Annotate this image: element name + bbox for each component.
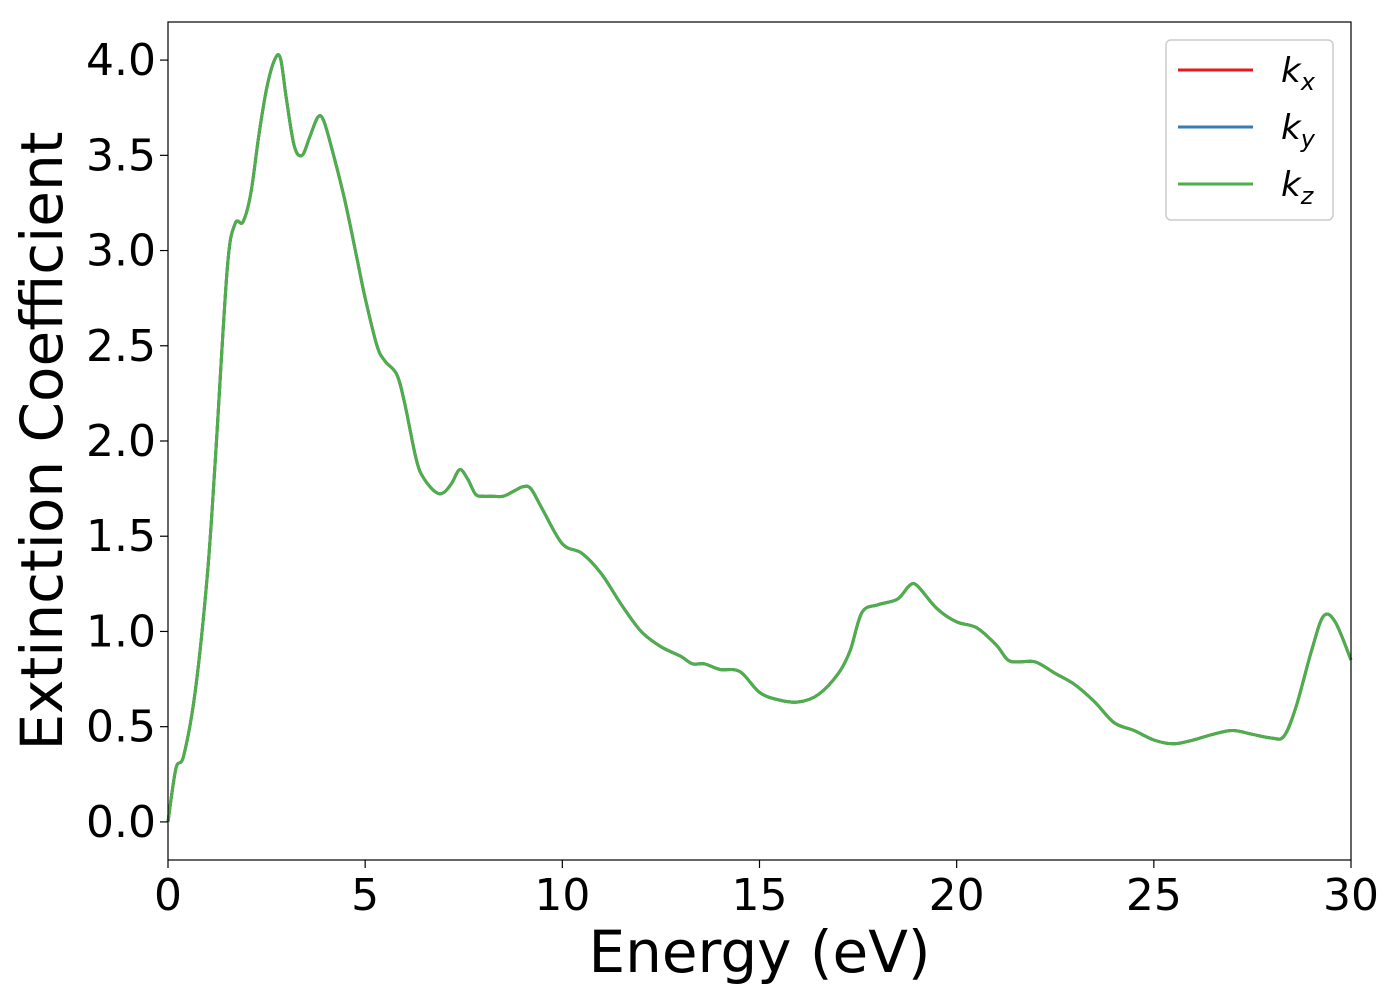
legend-box bbox=[1165, 39, 1334, 221]
x-axis-title: Energy (eV) bbox=[588, 918, 930, 986]
y-tick-label: 2.0 bbox=[86, 416, 156, 467]
legend-label-ky: ky bbox=[1281, 108, 1316, 153]
y-tick-label: 4.0 bbox=[86, 35, 156, 86]
y-tick-label: 0.5 bbox=[86, 702, 156, 753]
y-tick-label: 3.0 bbox=[86, 226, 156, 277]
x-tick-label: 15 bbox=[732, 870, 788, 921]
series-line-kz bbox=[166, 53, 1353, 823]
legend-label-kx: kx bbox=[1281, 51, 1316, 96]
x-tick-label: 10 bbox=[534, 870, 590, 921]
y-tick-label: 0.0 bbox=[86, 797, 156, 848]
legend-label-kz: kz bbox=[1281, 165, 1315, 210]
x-tick-label: 0 bbox=[154, 870, 182, 921]
y-axis-title: Extinction Coefficient bbox=[8, 132, 76, 751]
x-tick-label: 25 bbox=[1126, 870, 1182, 921]
x-axis-ticks: 0 5 10 15 20 25 30 bbox=[154, 860, 1379, 921]
plot-lines bbox=[166, 53, 1353, 823]
y-tick-label: 2.5 bbox=[86, 321, 156, 372]
y-tick-label: 3.5 bbox=[86, 130, 156, 181]
x-tick-label: 30 bbox=[1323, 870, 1379, 921]
y-axis-ticks: 0.0 0.5 1.0 1.5 2.0 2.5 3.0 3.5 4.0 bbox=[86, 35, 168, 848]
x-tick-label: 5 bbox=[351, 870, 379, 921]
legend: kx ky kz bbox=[1165, 39, 1334, 221]
x-tick-label: 20 bbox=[929, 870, 985, 921]
y-tick-label: 1.5 bbox=[86, 511, 156, 562]
y-tick-label: 1.0 bbox=[86, 606, 156, 657]
